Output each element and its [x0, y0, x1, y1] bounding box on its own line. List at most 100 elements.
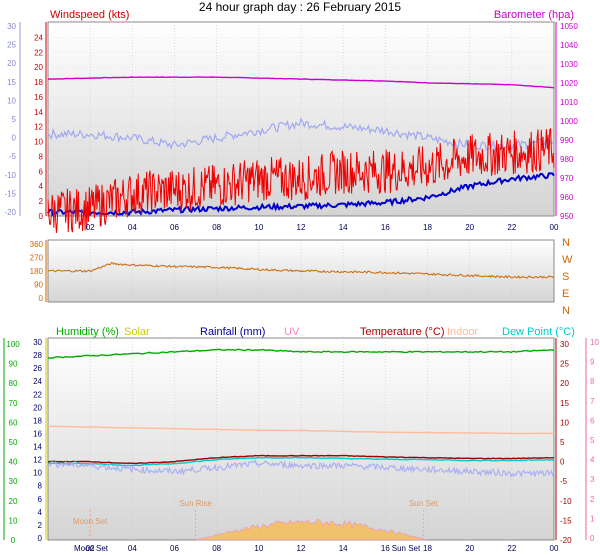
time-label: 08: [212, 544, 221, 553]
uv-tick: 5: [590, 436, 595, 445]
temp-tick: 0: [560, 458, 565, 467]
solar-tick: 6: [38, 495, 43, 504]
windspeed-tick: 12: [34, 123, 43, 132]
barometer-tick: 990: [560, 136, 574, 145]
solar-tick: 12: [33, 456, 42, 465]
windspeed-tick: 10: [34, 138, 43, 147]
time-label: 00: [550, 223, 559, 232]
legend-label: UV: [284, 326, 300, 338]
secondary-tick: 25: [7, 41, 16, 50]
windspeed-axis-title: Windspeed (kts): [50, 9, 129, 21]
temp-tick: -10: [560, 497, 572, 506]
marker-label: Sun Set: [409, 499, 438, 508]
barometer-axis-title: Barometer (hpa): [494, 9, 574, 21]
temp-tick: 20: [560, 379, 569, 388]
time-label: 06: [170, 544, 179, 553]
bottom-event-label: Sun Set: [392, 544, 421, 553]
uv-tick: 9: [590, 358, 595, 367]
marker-label: Moon Set: [73, 517, 108, 526]
bottom-event-label: Moon: [74, 544, 94, 553]
uv-tick: 8: [590, 377, 595, 386]
humidity-tick: 50: [9, 438, 18, 447]
windspeed-line: [47, 128, 555, 234]
windspeed-tick: 24: [34, 33, 43, 42]
secondary-tick: -15: [4, 189, 16, 198]
barometer-tick: 1020: [560, 79, 578, 88]
solar-tick: 30: [33, 338, 42, 347]
time-label: 16: [381, 544, 390, 553]
barometer-tick: 1000: [560, 117, 578, 126]
barometer-tick: 980: [560, 155, 574, 164]
uv-tick: 7: [590, 397, 595, 406]
solar-tick: 8: [38, 482, 43, 491]
time-label: 20: [465, 223, 474, 232]
secondary-tick: 5: [12, 115, 17, 124]
uv-tick: 6: [590, 416, 595, 425]
secondary-tick: 15: [7, 78, 16, 87]
compass-label: S: [562, 271, 569, 283]
humidity-tick: 20: [9, 497, 18, 506]
time-label: 02: [86, 223, 95, 232]
secondary-tick: -5: [9, 152, 17, 161]
temp-tick: -15: [560, 516, 572, 525]
compass-label: E: [562, 288, 569, 300]
uv-tick: 1: [590, 514, 595, 523]
solar-tick: 26: [33, 364, 42, 373]
secondary-tick: 10: [7, 96, 16, 105]
secondary-tick: -10: [4, 171, 16, 180]
temp-tick: 15: [560, 399, 569, 408]
dewpoint-line: [47, 456, 555, 467]
time-label: 06: [170, 223, 179, 232]
time-label: 22: [507, 223, 516, 232]
humidity-tick: 70: [9, 399, 18, 408]
direction-line: [47, 262, 555, 279]
temp-tick: 5: [560, 438, 565, 447]
humidity-line: [47, 348, 555, 359]
humidity-tick: 100: [6, 340, 20, 349]
indoor-line: [47, 425, 555, 435]
windspeed-tick: 14: [34, 108, 43, 117]
secondary-tick: 0: [12, 134, 17, 143]
windspeed-tick: 6: [39, 167, 44, 176]
direction-tick: 360: [30, 240, 44, 249]
solar-tick: 28: [33, 351, 42, 360]
windspeed-tick: 2: [39, 197, 44, 206]
barometer-tick: 1050: [560, 22, 578, 31]
time-label: 16: [381, 223, 390, 232]
time-label: 04: [128, 223, 137, 232]
bottom-event-label: Set: [96, 544, 109, 553]
temp-tick: -20: [560, 536, 572, 545]
time-label: 18: [423, 544, 432, 553]
solar-tick: 14: [33, 443, 42, 452]
legend-label: Indoor: [447, 326, 479, 338]
legend-label: Temperature (°C): [360, 326, 444, 338]
barometer-tick: 950: [560, 212, 574, 221]
temp-tick: 30: [560, 340, 569, 349]
humidity-tick: 90: [9, 360, 18, 369]
solar-tick: 22: [33, 390, 42, 399]
uv-tick: 3: [590, 475, 595, 484]
time-label: 12: [297, 223, 306, 232]
graph-title: 24 hour graph day : 26 February 2015: [198, 0, 402, 14]
time-label: 14: [339, 223, 348, 232]
secondary-tick: -20: [4, 208, 16, 217]
solar-tick: 0: [38, 534, 43, 543]
windspeed-tick: 8: [39, 152, 44, 161]
time-label: 20: [465, 544, 474, 553]
legend-label: Solar: [124, 326, 150, 338]
secondary-tick: 30: [7, 22, 16, 31]
compass-label: N: [562, 237, 570, 249]
barometer-tick: 1040: [560, 41, 578, 50]
time-label: 22: [507, 544, 516, 553]
direction-tick: 180: [30, 267, 44, 276]
direction-tick: 270: [30, 254, 44, 263]
solar-tick: 20: [33, 403, 42, 412]
uv-tick: 0: [590, 534, 595, 543]
time-label: 00: [550, 544, 559, 553]
solar-tick: 18: [33, 416, 42, 425]
solar-tick: 24: [33, 377, 42, 386]
average-wind-line: [47, 172, 555, 217]
time-label: 04: [128, 544, 137, 553]
temp-tick: 25: [560, 360, 569, 369]
